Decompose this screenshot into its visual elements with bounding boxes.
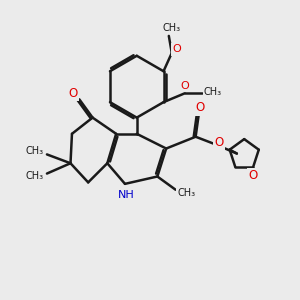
Text: CH₃: CH₃ — [204, 87, 222, 97]
Text: O: O — [214, 136, 224, 148]
Text: O: O — [249, 169, 258, 182]
Text: O: O — [68, 87, 77, 100]
Text: CH₃: CH₃ — [163, 23, 181, 33]
Text: O: O — [195, 101, 205, 114]
Text: CH₃: CH₃ — [26, 172, 44, 182]
Text: CH₃: CH₃ — [26, 146, 44, 157]
Text: O: O — [180, 81, 189, 91]
Text: O: O — [172, 44, 181, 54]
Text: NH: NH — [118, 190, 135, 200]
Text: CH₃: CH₃ — [178, 188, 196, 198]
